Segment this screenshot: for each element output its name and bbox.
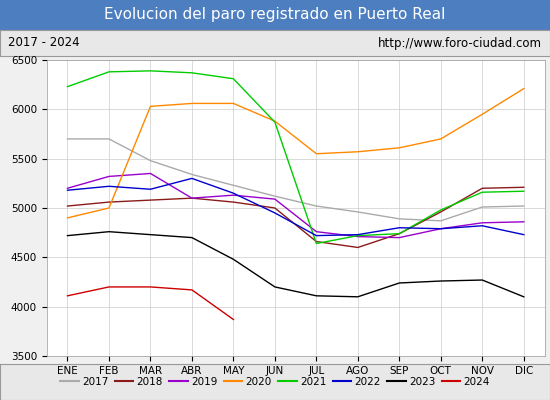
Legend: 2017, 2018, 2019, 2020, 2021, 2022, 2023, 2024: 2017, 2018, 2019, 2020, 2021, 2022, 2023… bbox=[56, 373, 494, 391]
Text: 2017 - 2024: 2017 - 2024 bbox=[8, 36, 80, 50]
Text: http://www.foro-ciudad.com: http://www.foro-ciudad.com bbox=[378, 36, 542, 50]
Text: Evolucion del paro registrado en Puerto Real: Evolucion del paro registrado en Puerto … bbox=[104, 8, 446, 22]
